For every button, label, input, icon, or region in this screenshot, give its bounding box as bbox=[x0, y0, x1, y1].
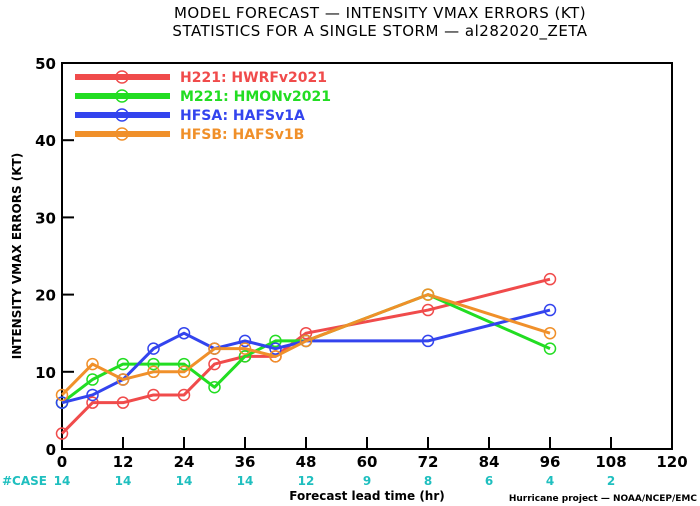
data-point bbox=[299, 334, 313, 348]
case-count-value: 14 bbox=[54, 474, 71, 488]
case-count-value: 8 bbox=[424, 474, 432, 488]
legend-entry: H221: HWRFv2021 bbox=[180, 70, 327, 86]
plot-frame bbox=[61, 62, 673, 450]
case-count-value: 6 bbox=[485, 474, 493, 488]
data-point bbox=[238, 342, 252, 355]
data-point bbox=[116, 357, 130, 371]
x-tick-label: 60 bbox=[357, 453, 378, 471]
legend-marker bbox=[115, 70, 129, 84]
data-point bbox=[55, 388, 69, 402]
x-tick-label: 96 bbox=[540, 453, 561, 471]
case-count-value: 14 bbox=[115, 474, 132, 488]
legend: H221: HWRFv2021 M221: HMONv2021 HFSA: HAFS… bbox=[75, 70, 331, 143]
legend-entry: M221: HMONv2021 bbox=[180, 89, 331, 105]
case-count-label: #CASE bbox=[2, 474, 47, 488]
data-point bbox=[543, 272, 557, 286]
data-point bbox=[147, 388, 160, 402]
x-tick-label: 24 bbox=[174, 453, 195, 471]
case-counts: 14 14 14 14 12 9 8 6 4 2 bbox=[54, 474, 616, 488]
data-point bbox=[299, 326, 313, 340]
data-point bbox=[55, 396, 69, 409]
data-point bbox=[208, 342, 221, 355]
series-group bbox=[55, 272, 557, 440]
x-tick-label: 36 bbox=[235, 453, 256, 471]
x-axis-ticks: 0 12 24 36 48 60 72 84 96 108 120 bbox=[57, 437, 688, 471]
series-line-0 bbox=[60, 277, 551, 435]
data-point bbox=[177, 365, 191, 379]
legend-marker bbox=[115, 108, 129, 122]
x-tick-label: 108 bbox=[595, 453, 626, 471]
legend-entry: HFSA: HAFSv1A bbox=[180, 108, 305, 124]
x-tick-label: 48 bbox=[296, 453, 317, 471]
data-point bbox=[208, 357, 221, 371]
legend-marker bbox=[115, 127, 129, 141]
y-axis-ticks: 0 10 20 30 40 50 bbox=[35, 55, 74, 459]
x-tick-label: 120 bbox=[656, 453, 687, 471]
data-point bbox=[147, 365, 160, 379]
y-tick-label: 10 bbox=[35, 364, 56, 382]
data-point bbox=[269, 334, 282, 348]
x-tick-label: 12 bbox=[113, 453, 134, 471]
data-point bbox=[269, 350, 282, 363]
data-point bbox=[177, 326, 191, 340]
y-tick-label: 0 bbox=[46, 441, 56, 459]
case-count-value: 12 bbox=[298, 474, 315, 488]
data-point bbox=[86, 396, 99, 409]
series-line-3 bbox=[60, 293, 551, 397]
data-point bbox=[238, 334, 252, 348]
x-tick-label: 84 bbox=[479, 453, 500, 471]
data-point bbox=[177, 357, 191, 371]
case-count-value: 4 bbox=[546, 474, 554, 488]
y-tick-label: 50 bbox=[35, 55, 56, 73]
data-point bbox=[421, 288, 435, 301]
chart-subtitle: STATISTICS FOR A SINGLE STORM — al282020… bbox=[172, 22, 587, 41]
data-point bbox=[208, 380, 221, 394]
x-tick-label: 72 bbox=[418, 453, 439, 471]
y-tick-label: 20 bbox=[35, 287, 56, 305]
data-point bbox=[543, 342, 557, 355]
series-line-2 bbox=[61, 308, 551, 405]
data-point bbox=[147, 357, 160, 371]
case-count-value: 14 bbox=[237, 474, 254, 488]
data-point bbox=[55, 427, 69, 440]
case-count-value: 9 bbox=[363, 474, 371, 488]
legend-marker bbox=[115, 89, 129, 103]
data-point bbox=[543, 303, 557, 317]
data-point bbox=[86, 373, 99, 386]
data-point bbox=[86, 357, 99, 371]
credit-text: Hurricane project — NOAA/NCEP/EMC bbox=[509, 494, 698, 504]
data-point bbox=[421, 334, 435, 348]
case-count-value: 14 bbox=[176, 474, 193, 488]
data-point bbox=[116, 396, 130, 409]
data-point bbox=[421, 303, 435, 317]
chart-title: MODEL FORECAST — INTENSITY VMAX ERRORS (… bbox=[174, 4, 586, 22]
y-tick-label: 40 bbox=[35, 132, 56, 150]
case-count-value: 2 bbox=[607, 474, 615, 488]
legend-entry: HFSB: HAFSv1B bbox=[180, 127, 304, 143]
data-point bbox=[147, 342, 160, 355]
x-tick-label: 0 bbox=[57, 453, 67, 471]
data-point bbox=[238, 350, 252, 363]
y-axis-label: INTENSITY VMAX ERRORS (KT) bbox=[10, 153, 24, 359]
data-point bbox=[543, 326, 557, 340]
data-point bbox=[116, 373, 130, 386]
y-tick-label: 30 bbox=[35, 209, 56, 227]
data-point bbox=[86, 388, 99, 402]
data-point bbox=[269, 342, 282, 355]
x-axis-label: Forecast lead time (hr) bbox=[289, 489, 445, 503]
data-point bbox=[177, 388, 191, 402]
